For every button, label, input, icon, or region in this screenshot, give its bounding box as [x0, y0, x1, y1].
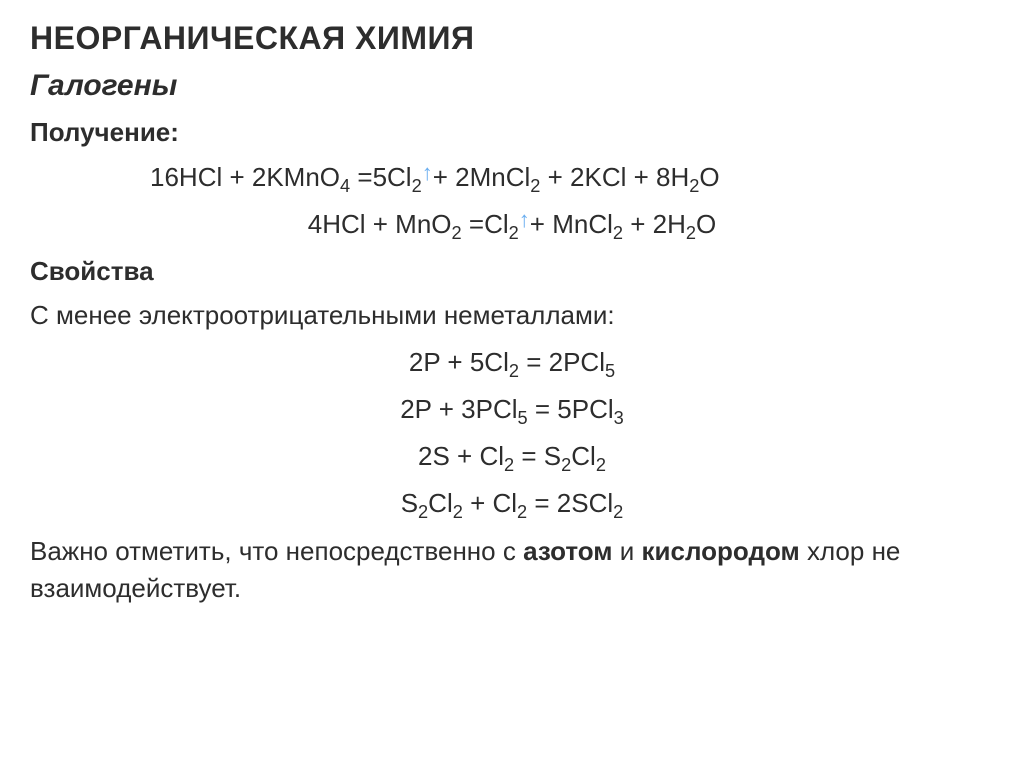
eq-sub: 2	[504, 456, 514, 476]
eq-text: = 2SCl	[527, 488, 613, 518]
eq-text: =5Cl	[350, 162, 411, 192]
eq-sub: 5	[518, 409, 528, 429]
eq-text: S	[401, 488, 418, 518]
eq-sub: 2	[530, 176, 540, 196]
equation-1: 16HCl + 2KMnO4 =5Cl2↑+ 2MnCl2 + 2KCl + 8…	[30, 158, 994, 197]
eq-text: Cl	[428, 488, 453, 518]
eq-text: 4HCl + MnO	[308, 209, 452, 239]
eq-sub: 2	[517, 503, 527, 523]
eq-text: 2S + Cl	[418, 441, 504, 471]
gas-arrow-icon: ↑	[519, 207, 530, 232]
eq-sub: 2	[418, 503, 428, 523]
eq-text: + 2KCl + 8H	[540, 162, 689, 192]
eq-text: O	[696, 209, 716, 239]
eq-text: + 2H	[623, 209, 686, 239]
eq-sub: 2	[613, 223, 623, 243]
eq-text: + MnCl	[530, 209, 613, 239]
body-text-note: Важно отметить, что непосредственно с аз…	[30, 533, 994, 606]
section-heading-preparation: Получение:	[30, 117, 994, 148]
eq-text: + Cl	[463, 488, 517, 518]
eq-sub: 2	[453, 503, 463, 523]
eq-text: 2P + 5Cl	[409, 347, 509, 377]
section-heading-properties: Свойства	[30, 256, 994, 287]
equation-2: 4HCl + MnO2 =Cl2↑+ MnCl2 + 2H2O	[30, 205, 994, 244]
eq-text: = S	[514, 441, 561, 471]
page-title: НЕОРГАНИЧЕСКАЯ ХИМИЯ	[30, 20, 994, 57]
eq-sub: 2	[613, 503, 623, 523]
eq-text: = 5PCl	[528, 394, 614, 424]
eq-sub: 4	[340, 176, 350, 196]
eq-sub: 2	[412, 176, 422, 196]
eq-sub: 2	[689, 176, 699, 196]
eq-text: Cl	[571, 441, 596, 471]
eq-sub: 2	[452, 223, 462, 243]
eq-text: =Cl	[462, 209, 509, 239]
equation-5: 2S + Cl2 = S2Cl2	[30, 437, 994, 476]
eq-text: O	[699, 162, 719, 192]
note-bold-oxygen: кислородом	[642, 536, 800, 566]
eq-text: 2P + 3PCl	[400, 394, 517, 424]
eq-sub: 2	[686, 223, 696, 243]
eq-sub: 3	[614, 409, 624, 429]
eq-sub: 2	[509, 362, 519, 382]
page-subtitle: Галогены	[30, 69, 994, 103]
equation-3: 2P + 5Cl2 = 2PCl5	[30, 343, 994, 382]
eq-text: = 2PCl	[519, 347, 605, 377]
note-text: и	[613, 536, 642, 566]
eq-text: + 2MnCl	[433, 162, 531, 192]
body-text-electronegativity: С менее электроотрицательными неметаллам…	[30, 297, 994, 333]
eq-sub: 5	[605, 362, 615, 382]
equation-6: S2Cl2 + Cl2 = 2SCl2	[30, 484, 994, 523]
note-text: Важно отметить, что непосредственно с	[30, 536, 523, 566]
note-bold-nitrogen: азотом	[523, 536, 612, 566]
equation-4: 2P + 3PCl5 = 5PCl3	[30, 390, 994, 429]
eq-sub: 2	[596, 456, 606, 476]
eq-sub: 2	[509, 223, 519, 243]
eq-text: 16HCl + 2KMnO	[150, 162, 340, 192]
gas-arrow-icon: ↑	[422, 160, 433, 185]
eq-sub: 2	[561, 456, 571, 476]
